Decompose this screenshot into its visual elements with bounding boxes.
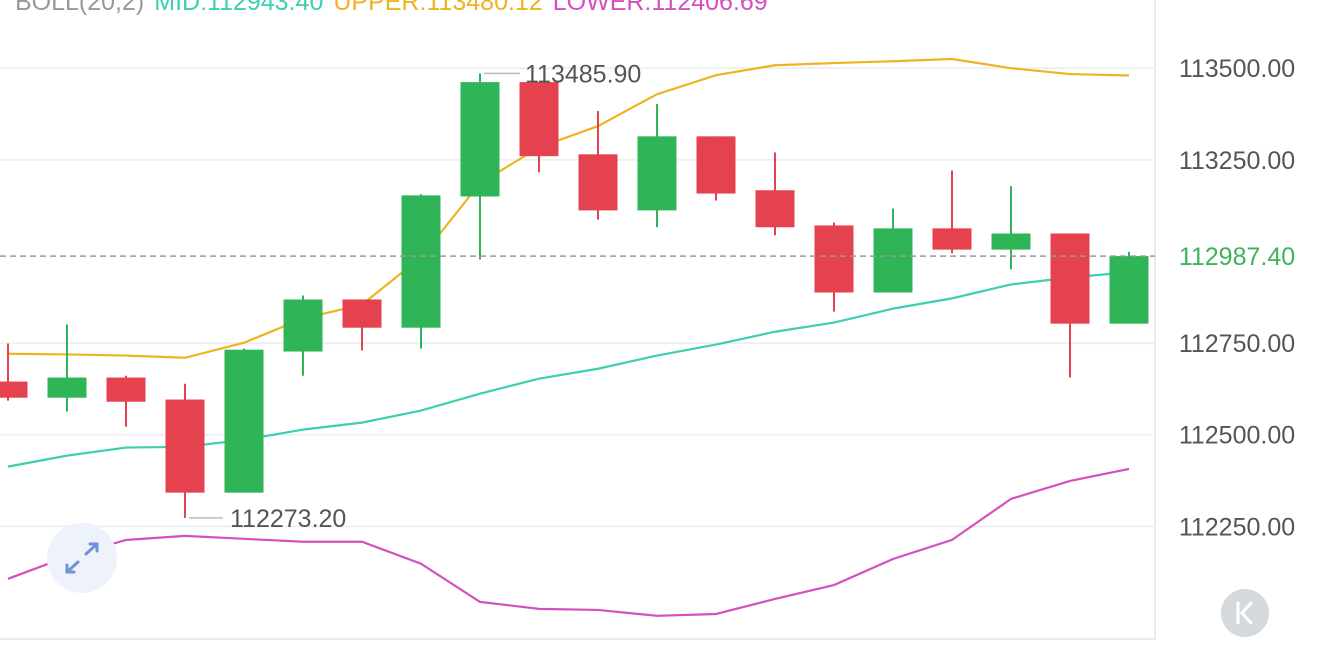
- candle-body: [637, 136, 677, 211]
- legend-entry: UPPER:113480.12: [333, 0, 542, 16]
- candle-body: [519, 82, 559, 157]
- candle-body: [755, 190, 795, 228]
- y-tick-label: 113500.00: [1179, 55, 1295, 83]
- candle-body: [342, 299, 382, 328]
- candle-body: [283, 299, 323, 352]
- expand-button-bg[interactable]: [47, 523, 117, 593]
- expand-button[interactable]: [47, 523, 117, 593]
- candle-body: [696, 136, 736, 194]
- legend-indicator: BOLL(20,2): [15, 0, 144, 16]
- candle-body: [814, 225, 854, 293]
- legend-entry: LOWER:112406.69: [553, 0, 768, 16]
- candle-body: [578, 154, 618, 211]
- candle-body: [460, 82, 500, 197]
- candle-body: [401, 195, 441, 328]
- candle-body: [0, 381, 28, 398]
- y-tick-label: 112500.00: [1179, 422, 1295, 450]
- y-tick-label: 112250.00: [1179, 513, 1295, 541]
- min-label: 112273.20: [230, 505, 346, 533]
- current-price-bg: [1160, 238, 1314, 275]
- expand-icon[interactable]: [65, 542, 99, 574]
- candle-body: [106, 377, 146, 402]
- candle-body: [1050, 233, 1090, 324]
- candle-body: [224, 349, 264, 493]
- candle-body: [932, 228, 972, 250]
- candle-body: [1109, 256, 1149, 324]
- legend-entry: MID:112943.40: [154, 0, 323, 16]
- back-icon[interactable]: [1236, 601, 1253, 625]
- back-button-bg[interactable]: [1221, 589, 1269, 637]
- band-line: [7, 467, 1130, 617]
- candle-body: [165, 399, 205, 493]
- legend: BOLL(20,2) MID:112943.40 UPPER:113480.12 LO…: [15, 0, 768, 16]
- candle-body: [873, 228, 913, 293]
- band-line: [7, 57, 1130, 359]
- y-tick-label: 112750.00: [1179, 330, 1295, 358]
- candle-body: [991, 233, 1031, 250]
- y-tick-label: 113250.00: [1179, 147, 1295, 175]
- current-price-label: 112987.40: [1179, 243, 1295, 271]
- back-button[interactable]: [1221, 589, 1269, 637]
- candle-body: [47, 377, 87, 398]
- max-label: 113485.90: [525, 60, 641, 88]
